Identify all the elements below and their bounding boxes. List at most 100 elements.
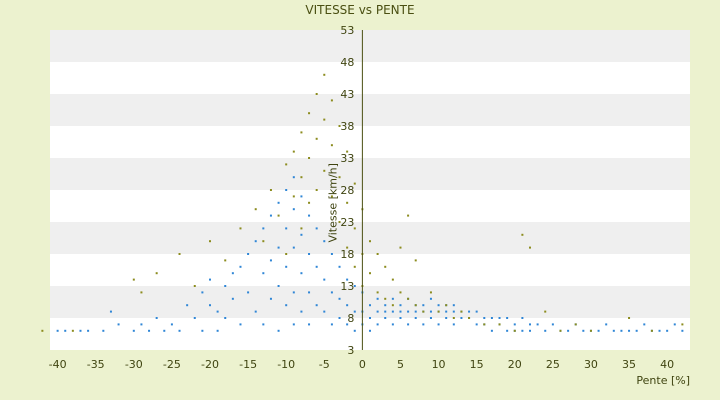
x-tick-label: -10 [277,358,295,371]
data-point [330,253,333,255]
data-point [292,291,295,294]
data-point [239,227,242,230]
data-point [376,291,379,294]
data-point [437,323,440,326]
x-tick-label: 0 [359,358,366,371]
data-point [262,272,265,275]
data-point [338,221,341,223]
data-point [269,259,272,262]
data-point [353,329,356,332]
grid-band [50,190,690,222]
grid-band [50,158,690,190]
data-point [666,329,669,332]
data-point [376,297,379,300]
data-point [429,291,432,294]
y-tick-label: 3 [347,344,354,357]
grid-band [50,62,690,94]
data-point [521,329,524,332]
data-point [369,304,371,307]
y-tick-label: 13 [340,280,354,293]
x-axis-ticks: -40 -35 -30 -25 -20 -15 -10 -5 0 5 10 15 20 25 30 35 40 [49,358,675,371]
x-tick-label: -20 [201,358,219,371]
data-point [216,310,219,313]
data-point [597,329,600,332]
data-point [658,329,661,332]
data-point [300,195,303,198]
data-point [353,182,356,185]
data-point [109,310,112,313]
x-tick-label: 25 [546,358,560,371]
data-point [224,259,227,262]
data-point [209,278,211,281]
data-point [300,310,303,313]
data-point [300,227,303,230]
data-point [308,253,311,255]
data-point [544,310,547,313]
data-point [650,329,653,332]
data-point [399,317,402,319]
data-point [262,240,265,243]
data-point [254,310,257,313]
data-point [384,310,387,313]
data-point [201,329,204,332]
grid-band [50,94,690,126]
chart-title: VITESSE vs PENTE [305,3,414,17]
data-point [391,278,394,281]
data-point [170,323,173,326]
data-point [376,323,379,326]
y-tick-label: 33 [340,152,354,165]
x-tick-label: 35 [622,358,636,371]
data-point [414,310,417,313]
data-point [452,317,455,319]
data-point [224,317,227,319]
grid-band [50,126,690,158]
data-point [513,329,516,332]
data-point [673,323,676,326]
data-point [346,304,349,307]
data-point [376,253,379,255]
data-point [605,323,608,326]
data-point [369,240,371,243]
data-point [247,253,250,255]
grid-band [50,222,690,254]
data-point [567,329,570,332]
data-point [285,227,288,230]
data-point [399,304,402,307]
y-tick-label: 8 [347,312,354,325]
data-point [422,310,425,313]
data-point [323,73,326,76]
data-point [148,329,151,332]
data-point [71,329,74,332]
data-point [338,297,341,300]
data-point [369,329,371,332]
data-point [285,163,288,166]
data-point [277,246,280,249]
data-point [429,317,432,319]
x-axis-label: Pente [%] [636,374,690,387]
data-point [346,323,349,326]
data-point [681,329,684,332]
data-point [140,291,143,294]
data-point [178,329,181,332]
data-point [529,323,531,326]
y-tick-label: 28 [340,184,354,197]
data-point [330,144,333,147]
data-point [460,317,463,319]
data-point [369,272,371,275]
data-point [452,310,455,313]
data-point [330,195,333,198]
data-point [209,304,211,307]
grid-band [50,286,690,318]
data-point [41,329,44,332]
data-point [231,297,234,300]
data-point [102,329,105,332]
data-point [277,329,280,332]
data-point [292,323,295,326]
data-point [460,310,463,313]
data-point [521,317,524,319]
y-tick-label: 53 [340,24,354,37]
data-point [193,285,196,287]
data-point [346,201,349,204]
data-point [285,189,288,191]
